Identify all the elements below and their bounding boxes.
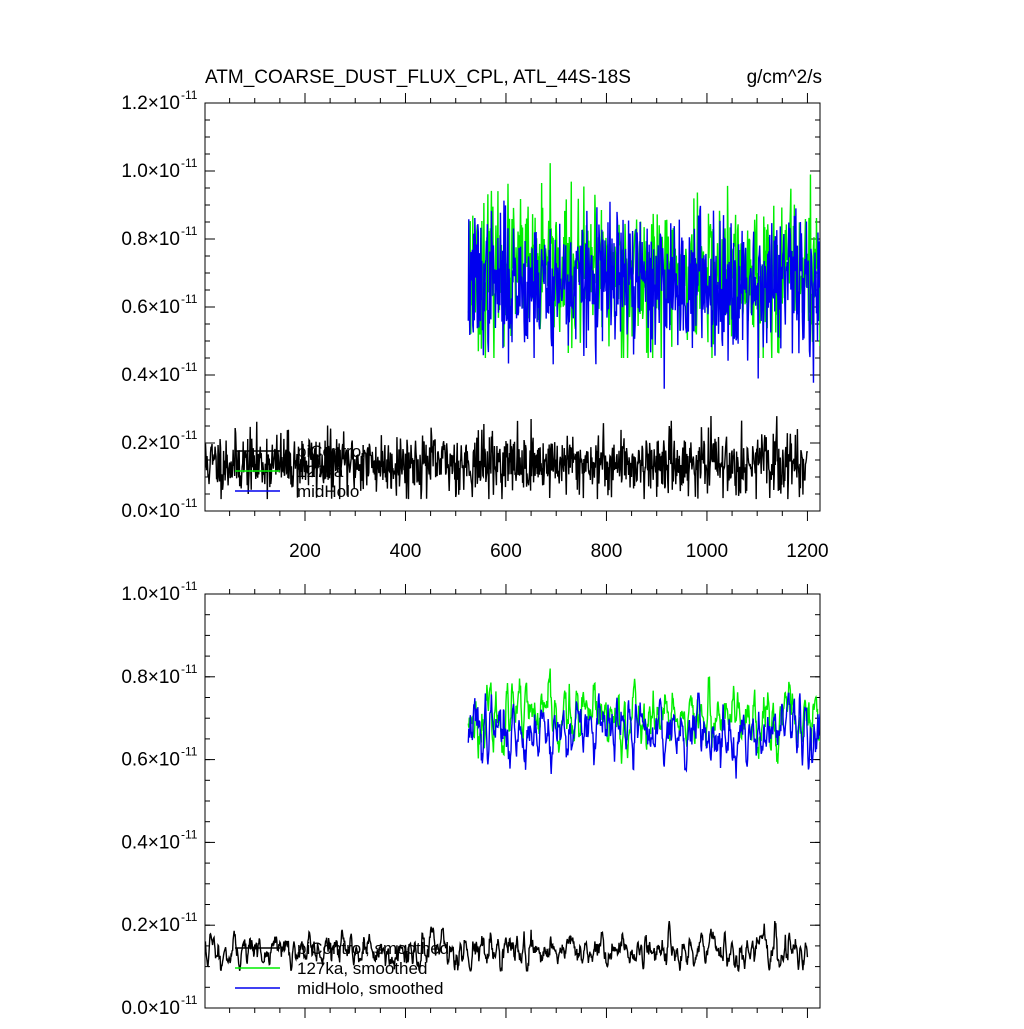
y-tick-label: 1.2×10: [121, 93, 180, 114]
legend-label: piControl: [297, 442, 365, 461]
series-line-midholo-smoothed: [467, 692, 820, 779]
y-tick-exponent: -11: [181, 496, 198, 510]
x-tick-label: 1200: [786, 541, 828, 562]
y-tick-exponent: -11: [181, 910, 198, 924]
x-tick-label: 200: [289, 541, 321, 562]
y-tick-label: 0.4×10: [121, 832, 180, 853]
legend-label: midHolo, smoothed: [297, 979, 443, 998]
y-tick-label: 0.0×10: [121, 998, 180, 1019]
y-tick-exponent: -11: [181, 224, 198, 238]
y-tick-label: 0.8×10: [121, 229, 180, 250]
legend-label: piControl, smoothed: [297, 939, 449, 958]
y-tick-label: 1.0×10: [121, 584, 180, 605]
chart-units: g/cm^2/s: [747, 67, 822, 88]
y-tick-label: 0.2×10: [121, 915, 180, 936]
y-tick-label: 0.0×10: [121, 501, 180, 522]
y-tick-exponent: -11: [181, 827, 198, 841]
y-tick-exponent: -11: [181, 88, 198, 102]
y-tick-exponent: -11: [181, 156, 198, 170]
bottom-panel: 0.0×10 -110.2×10 -110.4×10 -110.6×10 -110.8×…: [121, 579, 821, 1019]
x-tick-label: 800: [591, 541, 623, 562]
x-tick-label: 600: [490, 541, 522, 562]
series-line-picontrol: [205, 416, 809, 500]
legend-label: 127ka: [297, 462, 344, 481]
y-tick-exponent: -11: [181, 428, 198, 442]
chart-title: ATM_COARSE_DUST_FLUX_CPL, ATL_44S-18S: [205, 67, 631, 88]
y-tick-label: 0.4×10: [121, 365, 180, 386]
y-tick-exponent: -11: [181, 993, 198, 1007]
y-tick-exponent: -11: [181, 745, 198, 759]
series-line-midholo: [467, 200, 820, 389]
series-line-127ka: [467, 163, 820, 359]
x-tick-label: 400: [390, 541, 422, 562]
y-tick-label: 0.2×10: [121, 433, 180, 454]
y-tick-label: 0.8×10: [121, 667, 180, 688]
legend-label: midHolo: [297, 482, 359, 501]
top-panel: 0.0×10 -110.2×10 -110.4×10 -110.6×10 -110.8×…: [121, 88, 828, 562]
y-tick-label: 0.6×10: [121, 297, 180, 318]
y-tick-label: 1.0×10: [121, 161, 180, 182]
y-tick-exponent: -11: [181, 662, 198, 676]
y-tick-label: 0.6×10: [121, 750, 180, 771]
y-tick-exponent: -11: [181, 360, 198, 374]
x-tick-label: 1000: [686, 541, 728, 562]
legend-label: 127ka, smoothed: [297, 959, 427, 978]
y-tick-exponent: -11: [181, 579, 198, 593]
y-tick-exponent: -11: [181, 292, 198, 306]
series-line-127ka-smoothed: [467, 668, 820, 764]
series-line-picontrol-smoothed: [205, 920, 809, 973]
